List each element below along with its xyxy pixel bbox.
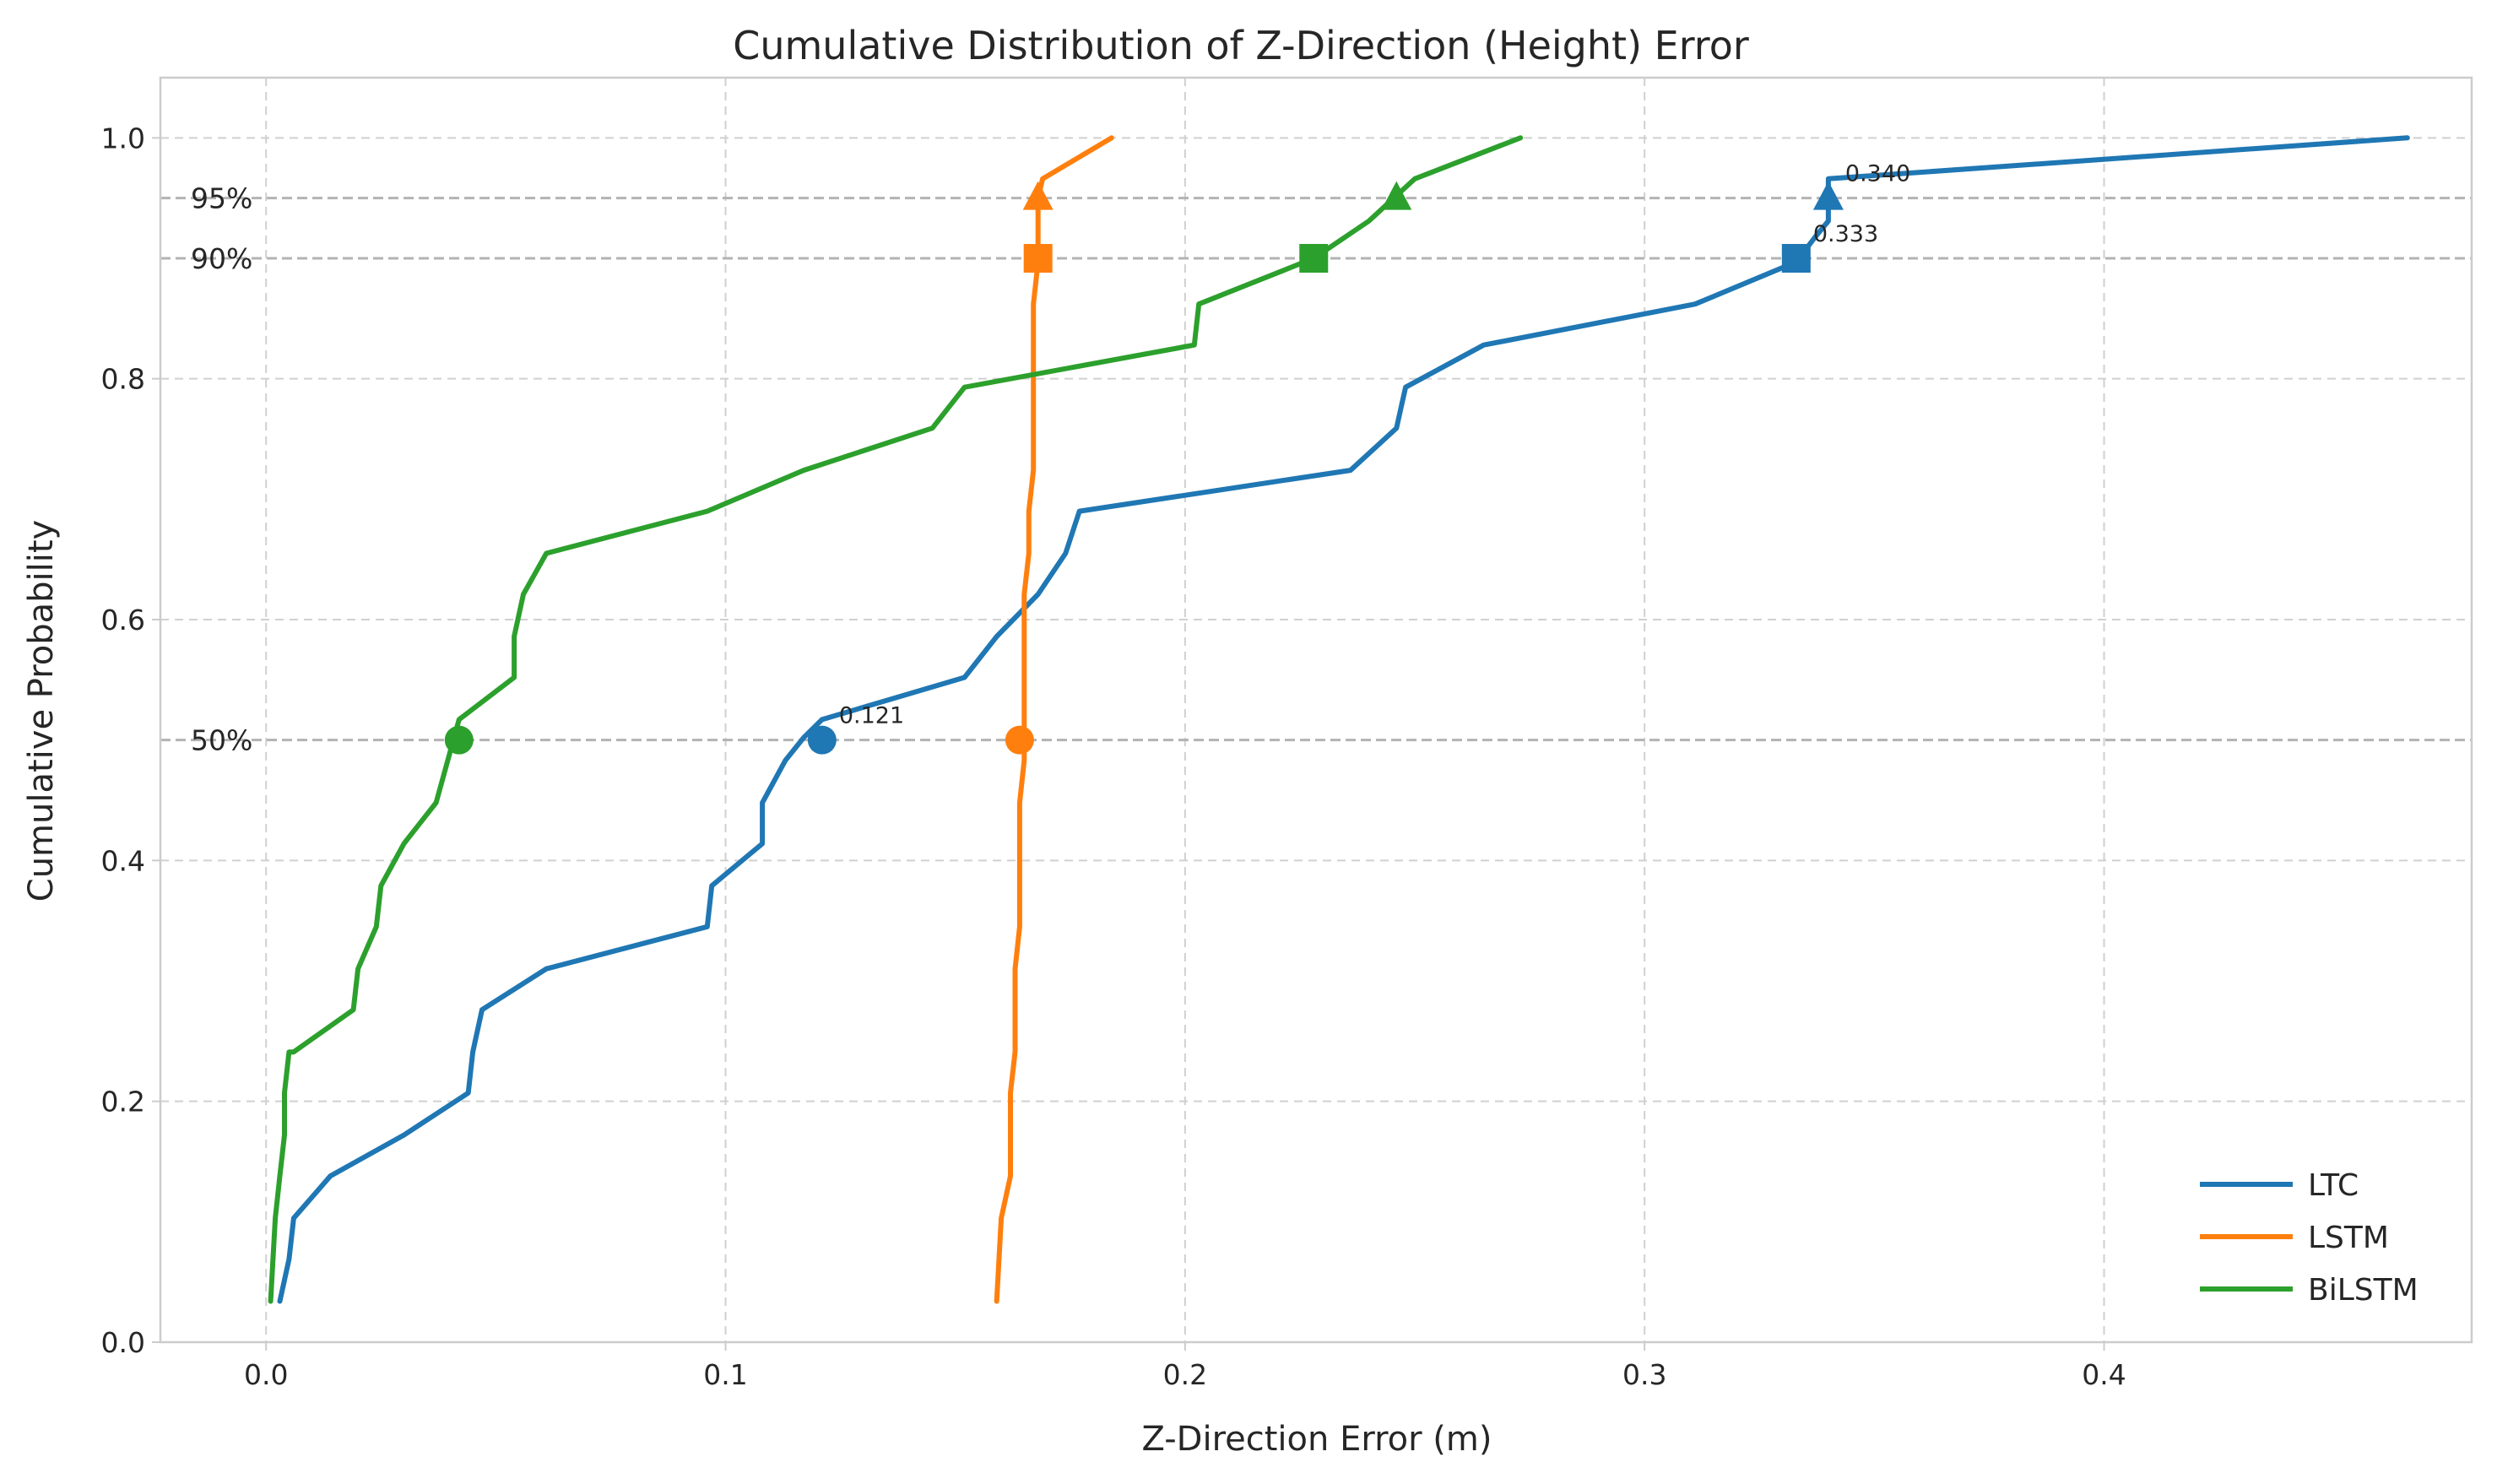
x-axis-label: Z-Direction Error (m): [1142, 1420, 1492, 1459]
y-axis-label: Cumulative Probability: [22, 520, 61, 902]
plot-area: 50% 90% 95% 0.0 0.1 0.2 0.3 0.4 0.0 0.2 0.4 0.6 0.8 1…: [101, 76, 2473, 1391]
y-tick-label: 0.4: [101, 844, 145, 877]
y-tick-label: 0.2: [101, 1086, 145, 1118]
y-tick-label: 1.0: [101, 122, 145, 154]
plot-frame: [159, 76, 2473, 1344]
x-tick-label: 0.3: [1622, 1358, 1666, 1391]
marker-lstm-p90: [1023, 244, 1053, 273]
value-annotation: 0.121: [839, 703, 904, 729]
series-line-lstm: [994, 135, 1114, 1304]
marker-bilstm-p95: [1381, 181, 1412, 210]
marker-lstm-p95: [1022, 181, 1054, 210]
legend-label-ltc: LTC: [2308, 1168, 2359, 1203]
y-tick-label: 0.8: [101, 363, 145, 396]
x-tick-label: 0.1: [703, 1358, 747, 1391]
x-tick-label: 0.2: [1163, 1358, 1207, 1391]
marker-lstm-p50: [1005, 725, 1034, 755]
series-line-ltc: [277, 135, 2410, 1304]
legend-label-lstm: LSTM: [2308, 1221, 2389, 1255]
marker-bilstm-p90: [1299, 244, 1329, 273]
value-annotation: 0.333: [1813, 221, 1878, 247]
x-tick-label: 0.4: [2082, 1358, 2126, 1391]
y-tick-label: 0.6: [101, 604, 145, 636]
reference-label: 90%: [191, 242, 252, 275]
value-annotation: 0.340: [1845, 161, 1910, 187]
series-line-bilstm: [268, 135, 1524, 1304]
marker-ltc-p95: [1812, 181, 1844, 210]
y-tick-label: 0.0: [101, 1326, 145, 1359]
marker-ltc-p90: [1781, 244, 1811, 273]
marker-ltc-p50: [807, 725, 837, 755]
marker-bilstm-p50: [444, 725, 474, 755]
reference-label: 95%: [191, 182, 252, 215]
x-tick-label: 0.0: [244, 1358, 288, 1391]
legend-label-bilstm: BiLSTM: [2308, 1273, 2418, 1308]
reference-label: 50%: [191, 724, 252, 757]
chart-title: Cumulative Distribution of Z-Direction (…: [733, 23, 1749, 68]
